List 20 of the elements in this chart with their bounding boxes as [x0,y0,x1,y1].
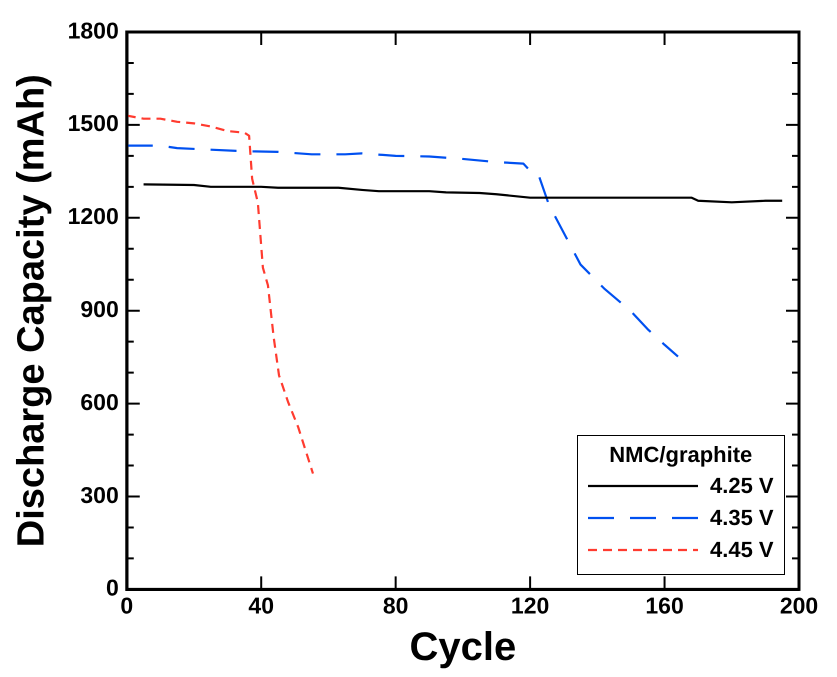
x-tick-label: 160 [645,592,684,619]
x-tick-label: 200 [780,592,818,619]
x-axis-title: Cycle [410,625,516,670]
line-series [126,144,680,358]
x-tick-label: 40 [248,592,274,619]
line-series [126,114,314,475]
y-tick-label: 900 [80,296,119,322]
x-tick-label: 80 [382,592,408,619]
y-tick-label: 1800 [68,17,119,44]
y-axis-title: Discharge Capacity (mAh) [10,74,52,548]
x-tick-label: 120 [510,592,550,619]
legend-label: 4.35 V [710,505,774,532]
y-tick-label: 600 [80,388,119,415]
y-tick-label: 1200 [68,203,119,230]
legend-label: 4.45 V [710,537,774,564]
y-tick-label: 1500 [68,110,119,136]
legend-label: 4.25 V [710,473,774,500]
legend-title: NMC/graphite [608,442,754,468]
y-tick-label: 0 [106,574,119,601]
y-tick-label: 300 [80,482,119,508]
